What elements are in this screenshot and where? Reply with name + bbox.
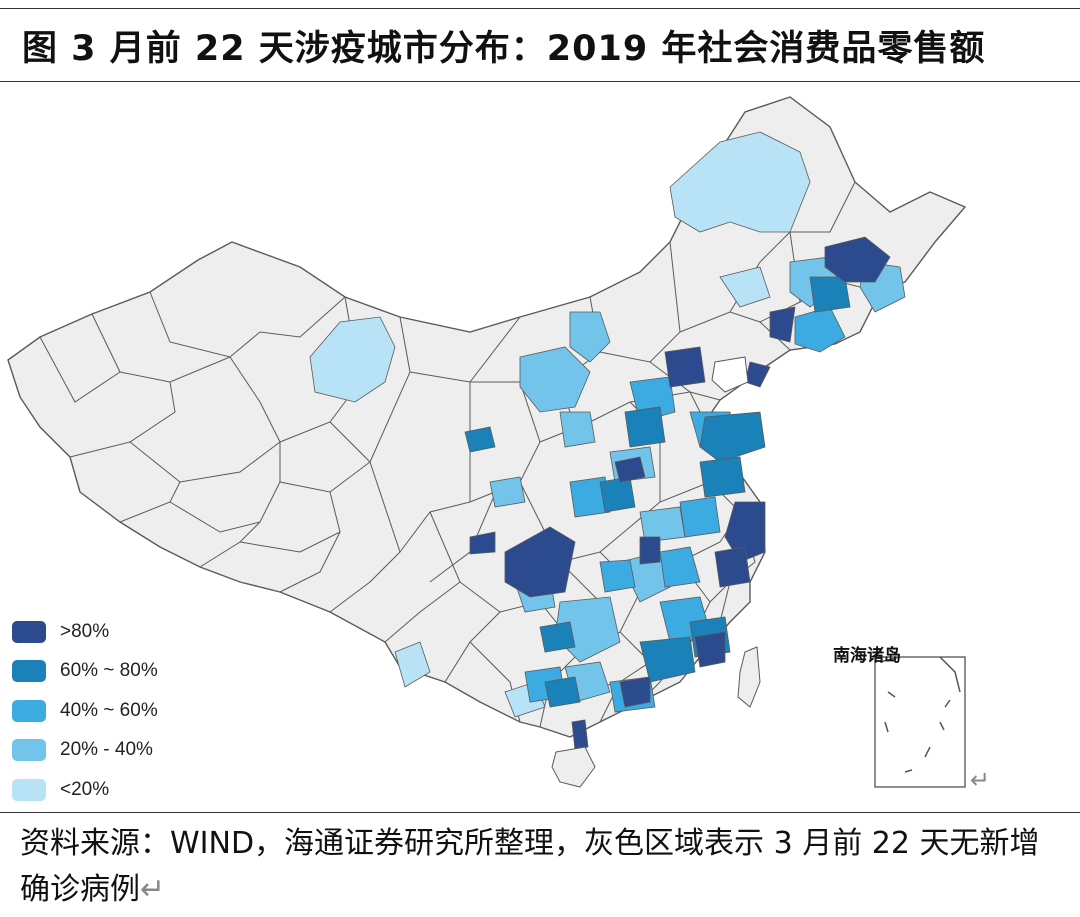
legend-swatch — [12, 739, 46, 762]
map-regions — [309, 131, 906, 751]
region-chengdu — [504, 526, 576, 598]
region-hunan-b — [599, 559, 636, 593]
region-jiangsu — [699, 456, 746, 498]
region-hainan-north — [544, 676, 581, 708]
footer-return-mark: ↵ — [140, 872, 166, 907]
region-shaanxi — [559, 411, 596, 448]
region-dalian — [744, 361, 771, 388]
source-bar: 资料来源：WIND，海通证券研究所整理，灰色区域表示 3 月前 22 天无新增确… — [0, 812, 1080, 917]
region-hainan-sanya — [571, 719, 589, 751]
china-map — [0, 82, 1080, 812]
legend-item: >80% — [12, 612, 158, 652]
region-tibet-east — [469, 531, 496, 555]
region-wuhan — [614, 456, 646, 483]
legend-item: 20% - 40% — [12, 731, 158, 771]
region-hebei-small — [719, 266, 771, 308]
legend-item: 60% ~ 80% — [12, 652, 158, 692]
region-jilin-b — [809, 276, 851, 313]
map-svg — [7, 96, 967, 788]
legend-label: 20% - 40% — [60, 739, 153, 761]
source-text: 资料来源：WIND，海通证券研究所整理，灰色区域表示 3 月前 22 天无新增确… — [20, 826, 1040, 907]
legend: >80% 60% ~ 80% 40% ~ 60% 20% - 40% <20% — [12, 612, 158, 810]
region-heilongjiang-harbin — [824, 236, 891, 283]
south-sea-islands — [879, 656, 961, 773]
region-anhui-a — [679, 496, 721, 538]
title-bar: 图 3 月前 22 天涉疫城市分布：2019 年社会消费品零售额 — [0, 8, 1080, 82]
region-chongqing-a — [569, 476, 611, 518]
legend-swatch — [12, 620, 46, 643]
region-shandong-b — [699, 411, 766, 463]
region-ningbo — [714, 546, 751, 588]
legend-label: >80% — [60, 620, 110, 642]
legend-item: 40% ~ 60% — [12, 691, 158, 731]
region-sichuan-b — [489, 476, 526, 508]
hainan-island — [551, 746, 596, 788]
south-sea-inset-label: 南海诸岛 — [833, 646, 901, 666]
legend-swatch — [12, 699, 46, 722]
region-ningxia — [519, 346, 591, 413]
region-hubei-b — [599, 476, 636, 513]
legend-item: <20% — [12, 770, 158, 810]
region-inner-mongolia-north — [669, 131, 811, 233]
region-jiangxi-b — [659, 546, 701, 588]
legend-label: 40% ~ 60% — [60, 699, 158, 721]
figure-title: 图 3 月前 22 天涉疫城市分布：2019 年社会消费品零售额 — [22, 28, 986, 69]
legend-label: 60% ~ 80% — [60, 660, 158, 682]
inset-return-mark: ↵ — [970, 766, 991, 794]
source-note: 资料来源：WIND，海通证券研究所整理，灰色区域表示 3 月前 22 天无新增确… — [20, 821, 1060, 913]
region-shaanxi-b — [464, 426, 496, 453]
region-yunnan-west — [394, 641, 431, 688]
south-sea-inset-frame — [874, 656, 966, 788]
region-beijing-tianjin — [664, 346, 706, 388]
region-guangdong-b — [639, 636, 696, 683]
region-shenzhen — [619, 676, 651, 708]
region-fuzhou — [694, 631, 726, 668]
region-xinjiang-north — [309, 316, 396, 403]
region-chongqing-b — [639, 536, 661, 565]
bohai-sea — [711, 356, 749, 393]
legend-swatch — [12, 778, 46, 801]
legend-label: <20% — [60, 778, 110, 800]
region-guangxi-c — [539, 621, 576, 653]
region-shanxi-north — [569, 311, 611, 363]
legend-swatch — [12, 660, 46, 683]
taiwan-island — [737, 646, 761, 708]
region-shanghai-zhejiang — [724, 501, 766, 563]
region-liaoning-b — [769, 306, 796, 343]
region-henan-b — [624, 406, 666, 448]
